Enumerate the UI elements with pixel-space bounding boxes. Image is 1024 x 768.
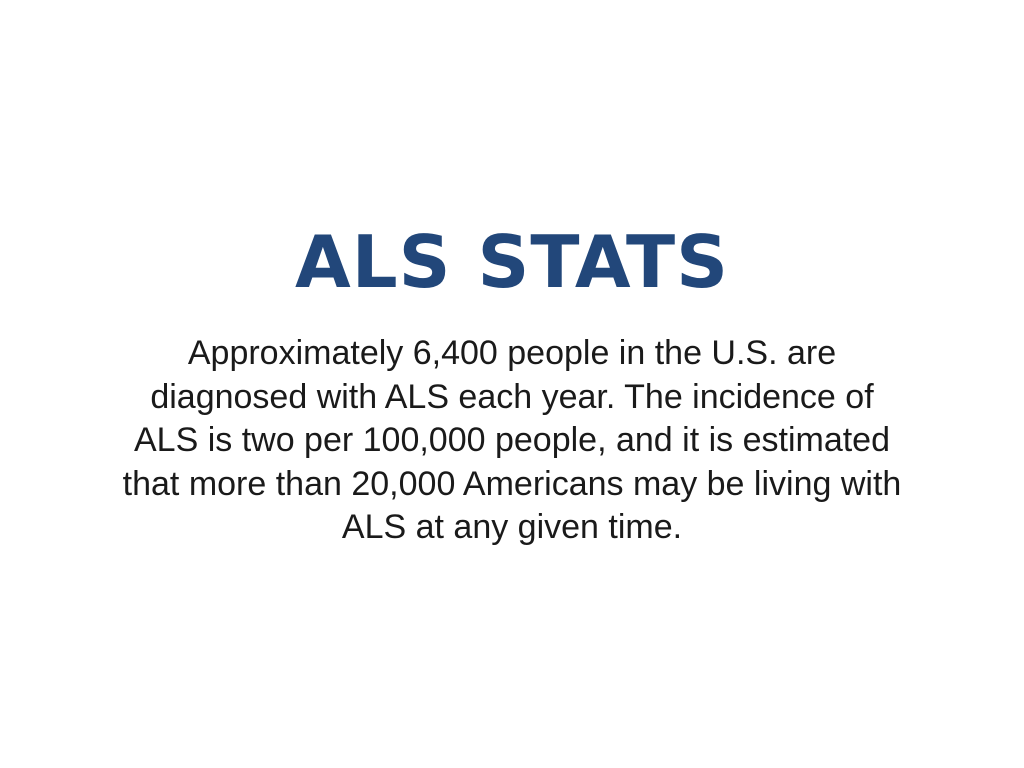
- body-line: ALS is two per 100,000 people, and it is…: [133, 421, 891, 459]
- body-line: diagnosed with ALS each year. The incide…: [150, 377, 874, 416]
- body-line: ALS at any given time.: [341, 508, 683, 546]
- body-line: Approximately 6,400 people in the U.S. a…: [187, 334, 837, 372]
- slide-title: ALS STATS: [294, 220, 729, 304]
- body-line: that more than 20,000 Americans may be l…: [122, 464, 902, 503]
- slide-body-text: Approximately 6,400 people in the U.S. a…: [80, 332, 944, 550]
